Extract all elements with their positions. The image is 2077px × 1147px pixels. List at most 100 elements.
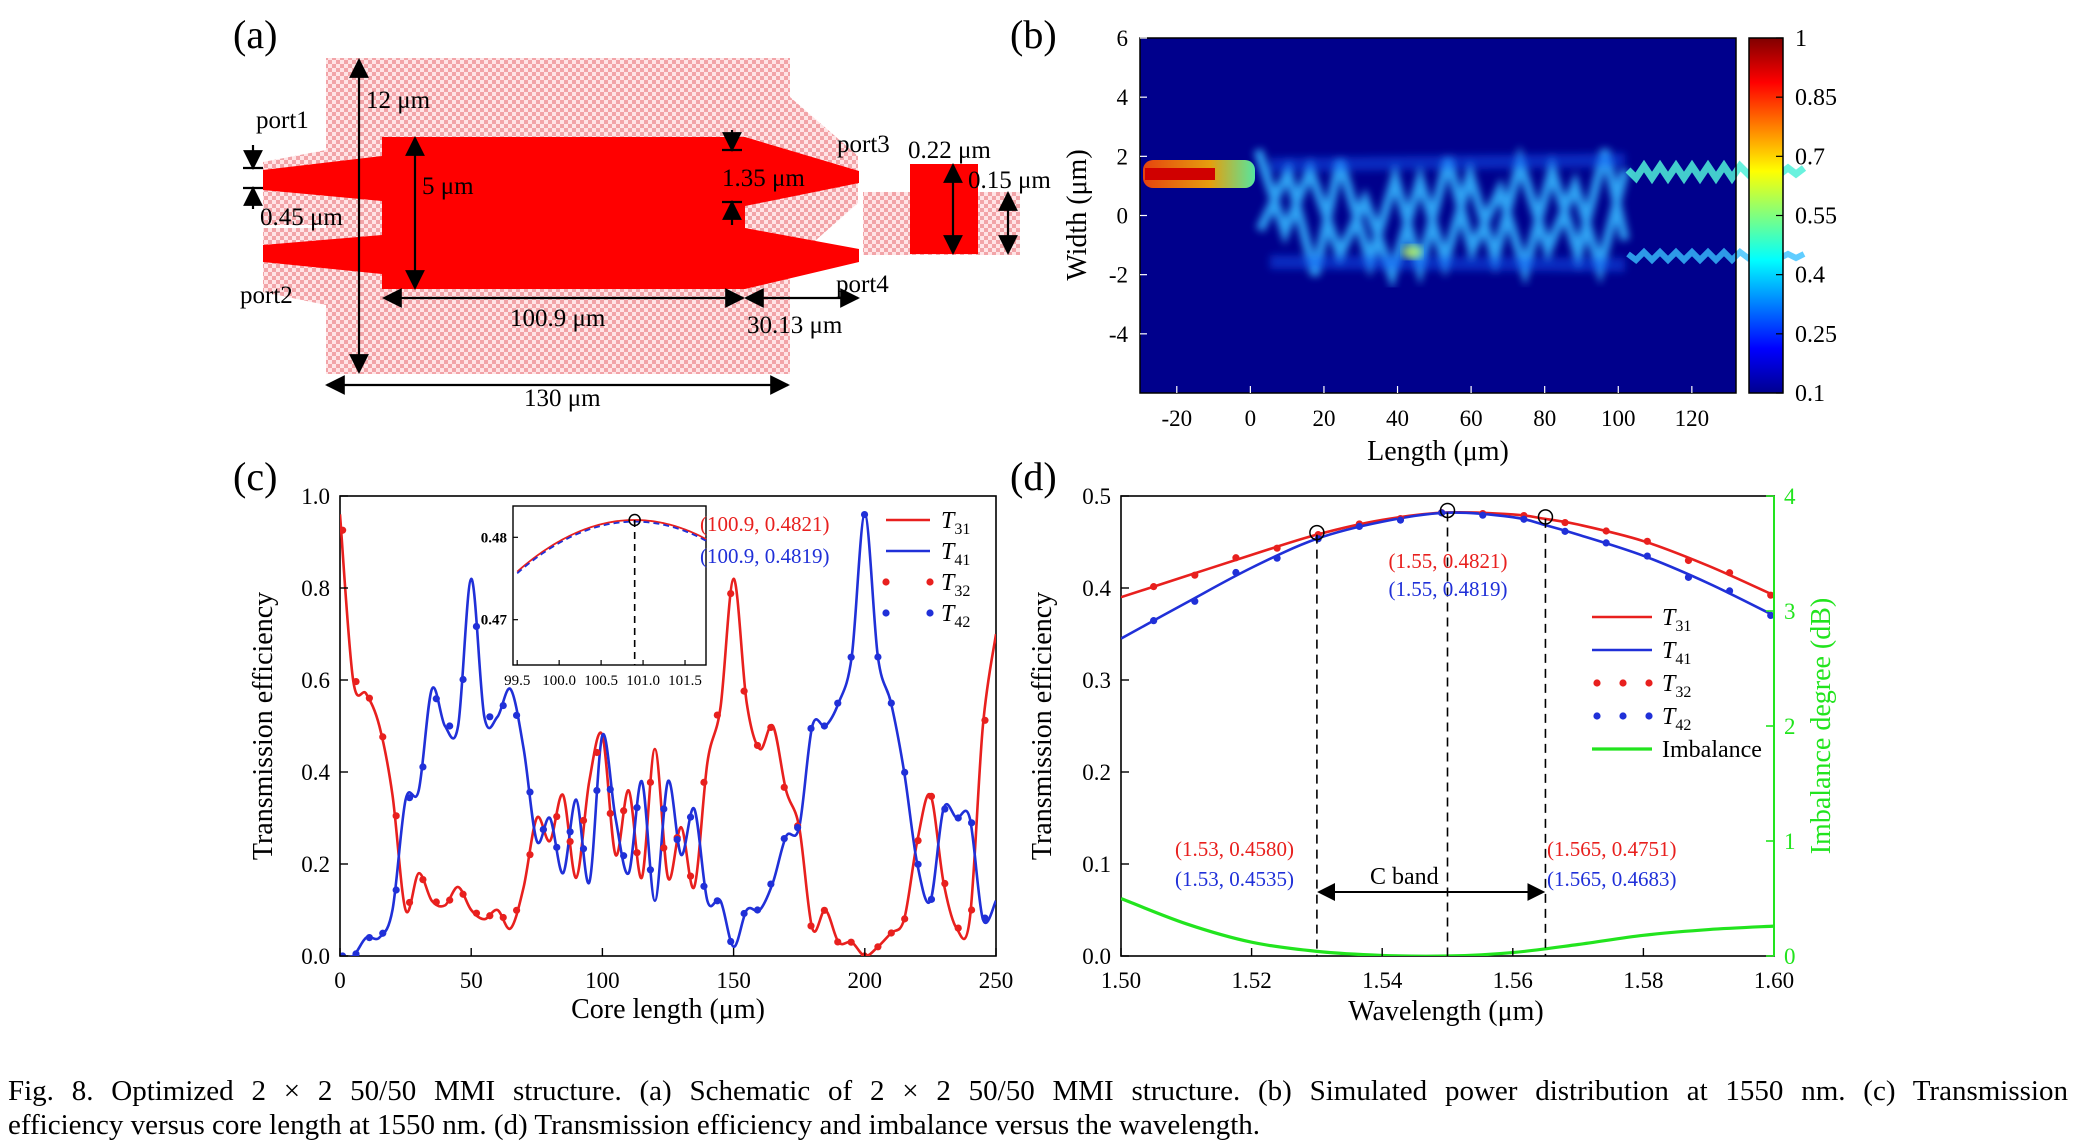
cbar-tick-label: 0.85 bbox=[1795, 85, 1837, 111]
b-xtick-label: 0 bbox=[1245, 406, 1257, 431]
marker-T42 bbox=[1479, 511, 1487, 519]
marker-T32 bbox=[1561, 518, 1569, 527]
curve-Imbalance bbox=[1121, 897, 1774, 956]
b-xtick-label: 60 bbox=[1460, 406, 1483, 431]
marker-T42 bbox=[1191, 597, 1199, 605]
marker-T32 bbox=[700, 778, 708, 786]
inset-xtick-label: 100.5 bbox=[584, 673, 618, 689]
marker-T42 bbox=[539, 825, 547, 834]
marker-T42 bbox=[673, 836, 681, 844]
inset-ytick-label: 0.48 bbox=[481, 530, 507, 546]
marker-T42 bbox=[901, 768, 909, 776]
marker-T42 bbox=[1725, 587, 1734, 595]
panel-c-xlabel: Core length (μm) bbox=[571, 994, 765, 1025]
panel-c-inset: 99.5 100.0 100.5 101.0 101.5 0.48 0.47 (100.9,… bbox=[481, 505, 830, 689]
marker-T42 bbox=[914, 860, 922, 868]
marker-T42 bbox=[1355, 522, 1363, 531]
marker-T42 bbox=[633, 804, 641, 812]
port1-label: port1 bbox=[256, 107, 309, 134]
marker-T42 bbox=[392, 886, 400, 894]
marker-T42 bbox=[512, 711, 521, 719]
c-xtick-label: 0 bbox=[334, 968, 346, 993]
c-xtick-label: 50 bbox=[460, 968, 483, 993]
d-xtick-label: 1.52 bbox=[1231, 968, 1271, 993]
d-xtick-label: 1.50 bbox=[1101, 968, 1141, 993]
marker-T32 bbox=[526, 851, 534, 859]
cbar-tick-label: 0.7 bbox=[1795, 144, 1825, 170]
field-map-pattern bbox=[1143, 145, 1807, 290]
d-xtick-label: 1.60 bbox=[1754, 968, 1794, 993]
marker-T32 bbox=[419, 876, 427, 884]
inset-xtick-label: 100.0 bbox=[542, 673, 576, 689]
panel-d-annotations: (1.55, 0.4821) (1.55, 0.4819) (1.53, 0.4… bbox=[1175, 549, 1677, 891]
marker-T42 bbox=[1561, 527, 1569, 535]
marker-T42 bbox=[459, 675, 467, 684]
marker-T42 bbox=[405, 794, 414, 802]
marker-T42 bbox=[365, 934, 373, 942]
panel-d-xlabel: Wavelength (μm) bbox=[1348, 996, 1543, 1027]
marker-T42 bbox=[967, 819, 976, 827]
b-xtick-label: 40 bbox=[1386, 406, 1409, 431]
d-point-circle bbox=[1439, 502, 1456, 519]
dim-0-15um: 0.15 μm bbox=[968, 167, 1051, 194]
panel-a: (a) 12 μm 5 μm 1.35 μm bbox=[233, 12, 1051, 412]
marker-T42 bbox=[446, 722, 454, 730]
c-ytick-label: 0.6 bbox=[301, 668, 330, 693]
panel-d-label: (d) bbox=[1010, 454, 1057, 499]
legend-label: Imbalance bbox=[1662, 737, 1762, 763]
cbar-tick-label: 0.55 bbox=[1795, 204, 1837, 230]
marker-T42 bbox=[847, 653, 855, 661]
marker-T42 bbox=[593, 786, 601, 795]
marker-T32 bbox=[807, 922, 815, 930]
marker-T32 bbox=[1273, 544, 1281, 552]
marker-T32 bbox=[392, 812, 400, 820]
curve-T41 bbox=[340, 513, 996, 956]
figure-caption: Fig. 8. Optimized 2 × 2 50/50 MMI struct… bbox=[8, 1074, 2068, 1142]
figure: (a) 12 μm 5 μm 1.35 μm bbox=[233, 12, 1837, 1027]
marker-T32 bbox=[834, 938, 842, 946]
marker-T32 bbox=[660, 844, 668, 852]
marker-T32 bbox=[633, 849, 641, 857]
b-ytick-label: 6 bbox=[1117, 26, 1129, 51]
panel-b-label: (b) bbox=[1010, 12, 1057, 57]
c-ytick-label: 0.2 bbox=[301, 852, 330, 877]
marker-T32 bbox=[566, 837, 574, 846]
marker-T32 bbox=[914, 836, 922, 845]
b-ytick-label: 0 bbox=[1117, 204, 1129, 229]
port2-label: port2 bbox=[240, 282, 293, 309]
c-xtick-label: 100 bbox=[585, 968, 620, 993]
legend-dot bbox=[926, 578, 934, 586]
marker-T42 bbox=[419, 763, 427, 771]
inset-curve bbox=[516, 519, 707, 573]
marker-T32 bbox=[713, 711, 721, 719]
marker-T32 bbox=[967, 906, 976, 914]
marker-T32 bbox=[780, 783, 788, 791]
marker-T42 bbox=[499, 701, 507, 710]
inset-peak-circle bbox=[628, 513, 641, 527]
marker-T42 bbox=[1520, 515, 1528, 523]
marker-T42 bbox=[352, 950, 360, 956]
panel-c: (c) 0 50 100 150 200 250 0.0 0.2 0.4 0.6 0.8 1.0 Co… bbox=[233, 454, 1013, 1025]
marker-T42 bbox=[727, 937, 735, 946]
marker-T32 bbox=[847, 938, 855, 946]
panel-d-plot bbox=[1121, 509, 1774, 956]
marker-T32 bbox=[981, 716, 989, 724]
marker-T42 bbox=[340, 952, 347, 956]
inset-xtick-label: 101.0 bbox=[626, 673, 660, 689]
legend-dot bbox=[1645, 679, 1653, 687]
marker-T32 bbox=[727, 589, 735, 598]
marker-T32 bbox=[432, 898, 440, 906]
marker-T42 bbox=[794, 823, 802, 832]
marker-T32 bbox=[352, 677, 360, 686]
d-point-circle bbox=[1537, 509, 1554, 525]
d-ytick-label: 0.1 bbox=[1082, 852, 1111, 877]
ann-mid-red: (1.55, 0.4821) bbox=[1389, 549, 1508, 573]
marker-T32 bbox=[486, 912, 494, 920]
legend-sub: 41 bbox=[954, 552, 970, 569]
panel-b-xlabel: Length (μm) bbox=[1367, 436, 1509, 467]
d-y2tick-label: 4 bbox=[1784, 484, 1796, 509]
marker-T42 bbox=[1684, 573, 1693, 581]
d-ytick-label: 0.4 bbox=[1082, 576, 1111, 601]
d-xtick-label: 1.58 bbox=[1623, 968, 1663, 993]
inset-plot: 99.5 100.0 100.5 101.0 101.5 0.48 0.47 bbox=[481, 513, 707, 689]
